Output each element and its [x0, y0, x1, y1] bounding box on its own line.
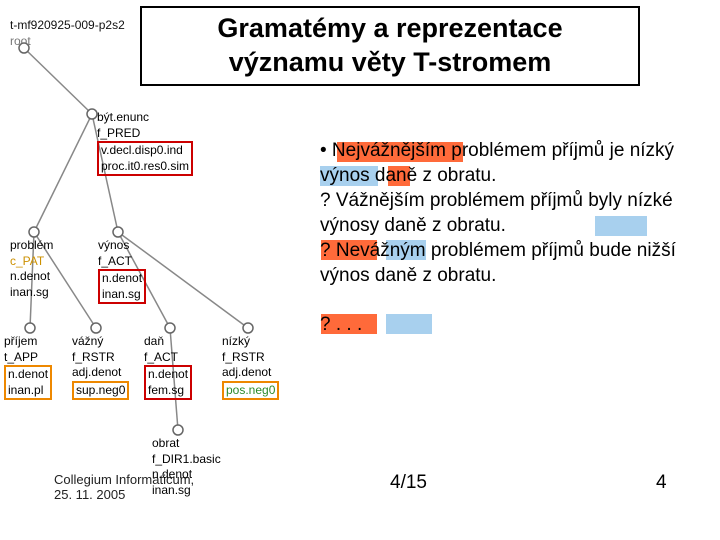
node-attr: f_DIR1.basic	[152, 452, 221, 468]
node-attr: inan.pl	[8, 383, 48, 399]
node-attr: vážný	[72, 334, 129, 350]
node-attr: fem.sg	[148, 383, 188, 399]
node-attr: být.enunc	[97, 110, 193, 126]
tree-node-obrat: obratf_DIR1.basicn.denotinan.sg	[152, 436, 221, 498]
node-attr: inan.sg	[152, 483, 221, 499]
slide-number: 4	[656, 472, 667, 494]
tree-node-vazny: vážnýf_RSTRadj.denot sup.neg0	[72, 334, 129, 400]
node-attr: inan.sg	[102, 287, 142, 303]
tree-node-problem: problémc_PATn.denotinan.sg	[10, 238, 53, 300]
node-attr: t_APP	[4, 350, 52, 366]
node-attr: daň	[144, 334, 192, 350]
tree-node-nizky: nízkýf_RSTRadj.denot pos.neg0	[222, 334, 279, 400]
content-p2: ? Vážnějším problémem příjmů byly nízké …	[320, 188, 700, 238]
node-attr: příjem	[4, 334, 52, 350]
node-attr: f_ACT	[144, 350, 192, 366]
tree-node-prijem: příjemt_APPn.denotinan.pl	[4, 334, 52, 400]
node-attr: c_PAT	[10, 254, 53, 270]
node-attr: pos.neg0	[226, 383, 275, 399]
node-attr: f_RSTR	[72, 350, 129, 366]
node-attr: n.denot	[148, 367, 188, 383]
content-ellipsis: ? . . .	[320, 312, 700, 337]
tree-node-dan: daňf_ACTn.denotfem.sg	[144, 334, 192, 400]
content-p3: ? Nevážným problémem příjmů bude nižší v…	[320, 238, 700, 288]
tree-node-byt: být.enuncf_PREDv.decl.disp0.indproc.it0.…	[97, 110, 193, 176]
node-attr: n.denot	[8, 367, 48, 383]
node-attr: f_PRED	[97, 126, 193, 142]
node-attr: f_RSTR	[222, 350, 279, 366]
node-attr: nízký	[222, 334, 279, 350]
node-attr: n.denot	[152, 467, 221, 483]
tree-node-vynos: výnosf_ACTn.denotinan.sg	[98, 238, 146, 304]
content-p1: • Nejvážnějším problémem příjmů je nízký…	[320, 138, 700, 188]
node-attr: obrat	[152, 436, 221, 452]
content-text: • Nejvážnějším problémem příjmů je nízký…	[320, 138, 700, 338]
node-attr: n.denot	[102, 271, 142, 287]
node-attr: problém	[10, 238, 53, 254]
node-attr: adj.denot	[72, 365, 129, 381]
node-attr: výnos	[98, 238, 146, 254]
node-attr: proc.it0.res0.sim	[101, 159, 189, 175]
node-attr: adj.denot	[222, 365, 279, 381]
page-number: 4/15	[390, 472, 427, 494]
node-attr: f_ACT	[98, 254, 146, 270]
node-attr: v.decl.disp0.ind	[101, 143, 189, 159]
node-attr: n.denot	[10, 269, 53, 285]
node-attr: inan.sg	[10, 285, 53, 301]
node-attr: sup.neg0	[76, 383, 125, 399]
footer-line2: 25. 11. 2005	[54, 487, 125, 502]
